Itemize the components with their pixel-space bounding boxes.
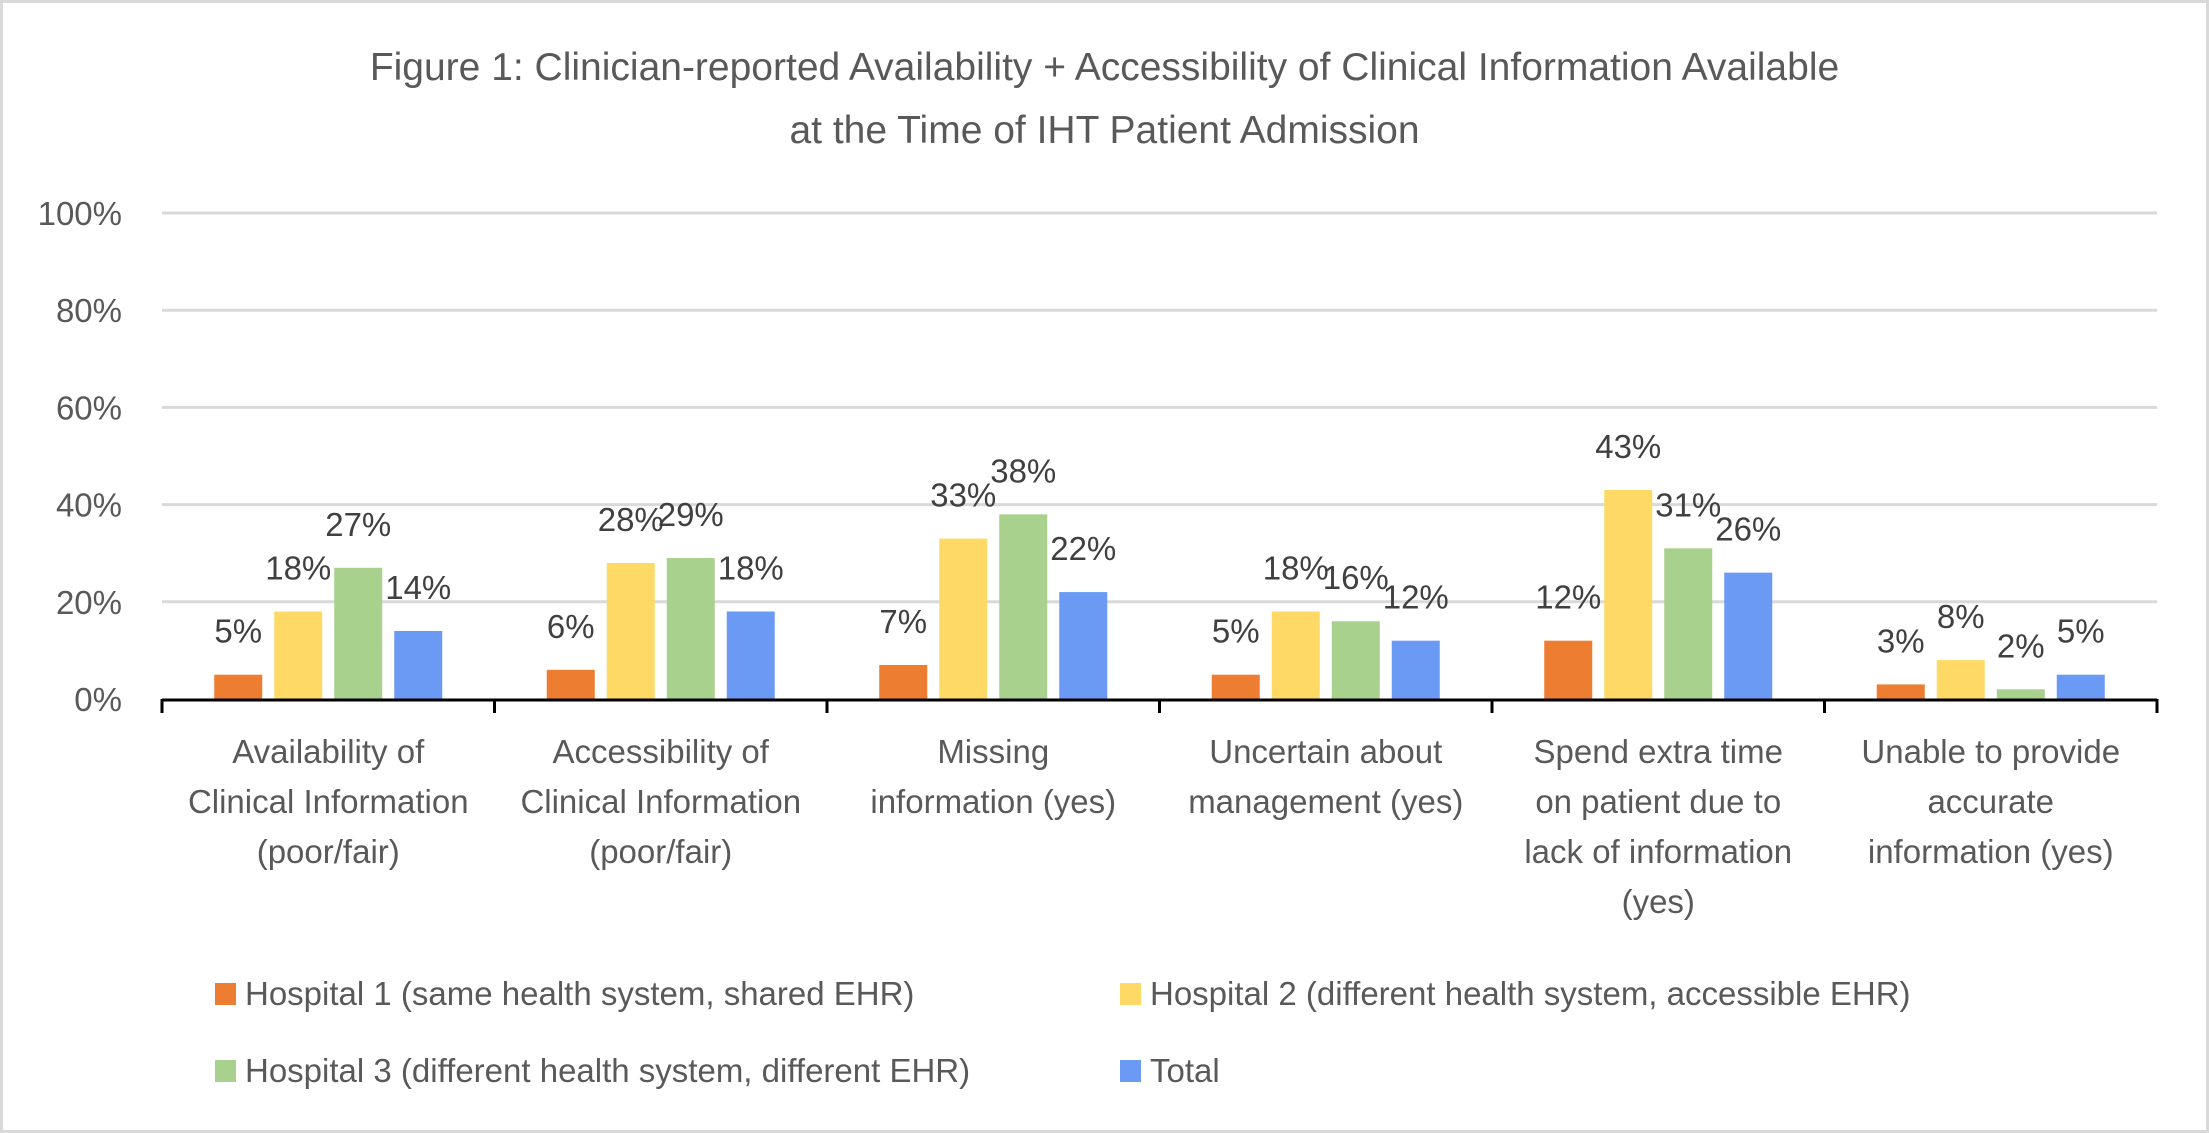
x-category-label-line: on patient due to [1535,783,1782,820]
bar [1996,689,2045,699]
y-tick-label: 80% [56,292,122,329]
chart-title: Figure 1: Clinician-reported Availabilit… [0,36,2209,162]
legend-label: Hospital 1 (same health system, shared E… [245,975,915,1012]
x-category-label-line: Missing [937,733,1050,770]
x-category-label-line: information (yes) [1867,833,2114,870]
data-labels: 5% 6% 7% 5% 12% 3% 18% 28% 33% 18% 43% 8% 27% 29% 38% 1… [214,428,2104,664]
legend-swatch [1120,1060,1141,1082]
x-category-label: Missing information (yes) [823,727,1163,827]
data-label: 26% [1715,511,1781,548]
data-label: 38% [990,452,1056,489]
bar [1391,640,1440,699]
bar [274,611,323,699]
x-category-label-line: (poor/fair) [589,833,733,870]
data-label: 12% [1383,579,1449,616]
legend-item: Total [1120,1052,1220,1090]
chart-title-line-2: at the Time of IHT Patient Admission [789,109,1420,152]
legend-label: Hospital 2 (different health system, acc… [1150,975,1911,1012]
x-category-label-line: accurate [1927,783,2055,820]
legend-swatch [215,983,236,1005]
x-category-label-line: Availability of [232,733,425,770]
bar [1331,621,1380,699]
data-label: 6% [547,608,595,645]
bar [1664,548,1713,699]
chart-title-line-1: Figure 1: Clinician-reported Availabilit… [369,46,1840,89]
x-category-label-line: Clinical Information [187,783,469,820]
data-label: 12% [1535,579,1601,616]
legend-swatch [1120,983,1141,1005]
data-label: 28% [598,501,664,538]
bar [1271,611,1320,699]
bar [1604,490,1653,699]
x-category-label: Spend extra time on patient due to lack of… [1488,727,1828,927]
bar [939,538,988,699]
data-label: 14% [385,569,451,606]
data-label: 27% [325,506,391,543]
x-category-label-line: information (yes) [870,783,1117,820]
x-category-label: Accessibility of Clinical Information (poo… [491,727,831,877]
legend-item: Hospital 1 (same health system, shared E… [215,975,914,1013]
gridlines [162,211,2157,604]
bar [2056,674,2105,699]
data-label: 31% [1655,486,1721,523]
x-category-label-line: Clinical Information [520,783,802,820]
legend-item: Hospital 3 (different health system, dif… [215,1052,970,1090]
x-category-label: Uncertain about management (yes) [1156,727,1496,827]
x-category-label-line: management (yes) [1188,783,1464,820]
bar [1211,674,1260,699]
data-label: 8% [1937,598,1985,635]
data-label: 2% [1997,627,2045,664]
data-label: 18% [265,550,331,587]
data-label: 29% [658,496,724,533]
bar [1876,684,1925,699]
legend-swatch [215,1060,236,1082]
data-label: 5% [2057,613,2105,650]
data-label: 18% [1263,550,1329,587]
bar [879,664,928,699]
bar [394,630,443,699]
data-label: 5% [1212,613,1260,650]
x-category-label-line: (poor/fair) [256,833,400,870]
bar [214,674,263,699]
bar [1059,592,1108,699]
data-label: 33% [930,477,996,514]
x-category-label-line: Accessibility of [552,733,769,770]
legend-label: Total [1150,1052,1220,1089]
x-category-label-line: (yes) [1621,883,1695,920]
x-category-label-line: Unable to provide [1861,733,2121,770]
x-axis [160,698,2159,713]
y-axis-tick-labels: 0% 20% 40% 60% 80% 100% [38,195,122,718]
bars [214,490,2105,699]
bar [726,611,775,699]
data-label: 3% [1877,622,1925,659]
x-category-label: Availability of Clinical Information (poor… [158,727,498,877]
y-tick-label: 20% [56,584,122,621]
data-label: 18% [718,550,784,587]
data-label: 16% [1323,559,1389,596]
bar [1544,640,1593,699]
bar [606,562,655,699]
data-label: 7% [879,603,927,640]
bar [666,558,715,699]
y-tick-label: 60% [56,389,122,426]
legend-item: Hospital 2 (different health system, acc… [1120,975,1911,1013]
bar [546,669,595,699]
y-tick-label: 100% [38,195,122,232]
y-tick-label: 40% [56,487,122,524]
bar [1936,660,1985,699]
x-category-label: Unable to provide accurate information (ye… [1821,727,2161,877]
bar [1724,572,1773,699]
x-category-label-line: Uncertain about [1209,733,1443,770]
data-label: 22% [1050,530,1116,567]
x-category-label-line: Spend extra time [1533,733,1783,770]
bar [334,567,383,699]
y-tick-label: 0% [74,681,122,718]
data-label: 43% [1595,428,1661,465]
data-label: 5% [214,613,262,650]
bar [999,514,1048,699]
x-category-label-line: lack of information [1524,833,1793,870]
legend-label: Hospital 3 (different health system, dif… [245,1052,971,1089]
